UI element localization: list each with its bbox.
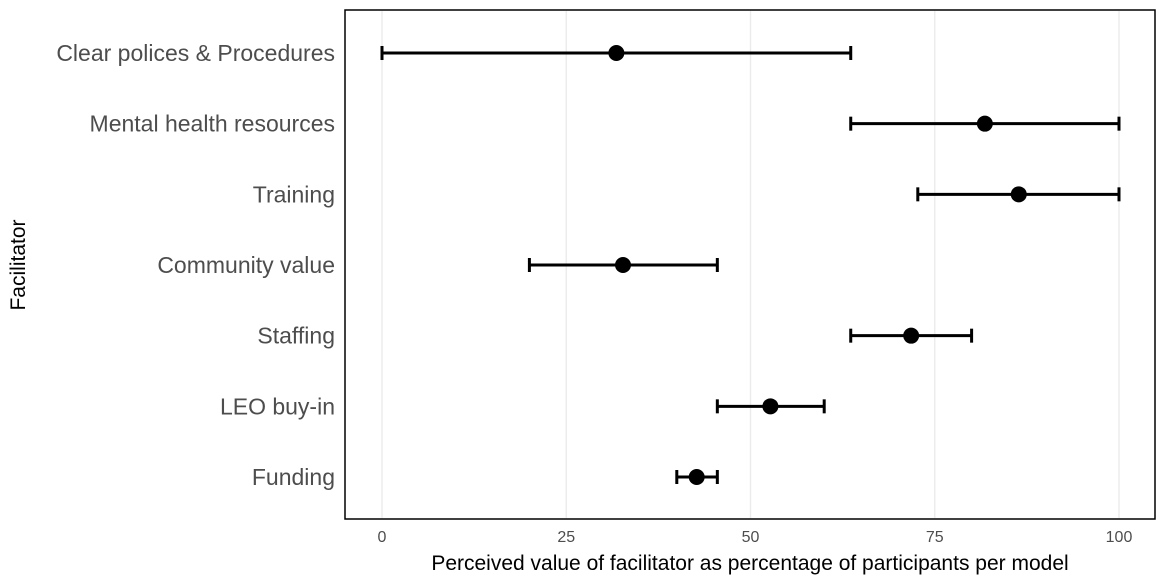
data-point — [976, 115, 993, 132]
data-point — [762, 398, 779, 415]
y-tick-label: Clear polices & Procedures — [56, 40, 335, 66]
panel-border — [344, 9, 1156, 520]
y-tick-label: Community value — [157, 252, 335, 278]
data-point — [903, 327, 920, 344]
y-tick-labels: Clear polices & Procedures Mental health … — [56, 40, 335, 490]
chart-marks — [380, 45, 1121, 485]
y-tick-label: Mental health resources — [90, 111, 335, 137]
y-tick-label: Funding — [252, 464, 335, 490]
y-tick-label: Training — [253, 181, 335, 207]
x-tick-label: 25 — [557, 529, 575, 546]
data-point — [608, 45, 625, 61]
y-tick-label: LEO buy-in — [220, 393, 335, 419]
x-axis-title: Perceived value of facilitator as percen… — [431, 552, 1068, 575]
x-tick-label: 75 — [926, 529, 944, 546]
y-tick-label: Staffing — [257, 323, 335, 349]
grid-lines — [381, 11, 1120, 518]
x-tick-label: 0 — [378, 529, 387, 546]
x-tick-label: 50 — [742, 529, 760, 546]
data-point — [688, 469, 705, 485]
x-tick-label: 100 — [1106, 529, 1133, 546]
y-axis-title: Facilitator — [7, 219, 30, 310]
x-tick-labels: 0 25 50 75 100 — [378, 529, 1133, 546]
data-point — [1010, 186, 1027, 203]
data-point — [614, 257, 631, 273]
